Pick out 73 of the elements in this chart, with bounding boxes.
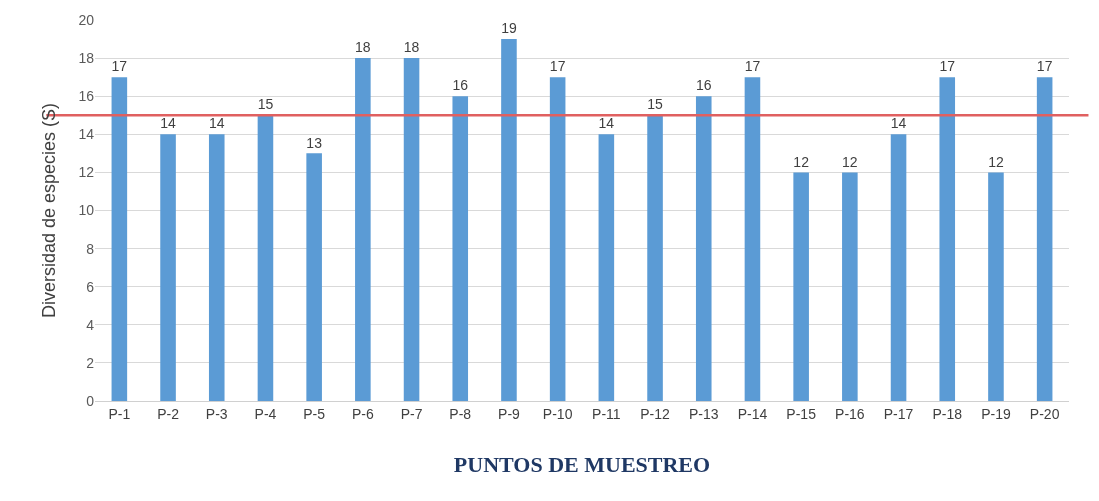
x-tick-label: P-9 <box>498 405 521 422</box>
x-tick-label: P-11 <box>592 405 621 422</box>
x-tick-label: P-13 <box>688 405 719 422</box>
bar <box>160 134 176 401</box>
data-label: 16 <box>452 77 469 94</box>
data-label: 16 <box>695 77 712 94</box>
y-tick-label: 0 <box>86 392 95 409</box>
data-label: 19 <box>501 20 517 37</box>
data-label: 14 <box>890 115 907 132</box>
bar <box>793 172 809 401</box>
data-label: 17 <box>744 58 761 75</box>
bar <box>208 134 225 401</box>
x-axis-title: PUNTOS DE MUESTREO <box>453 451 711 477</box>
x-tick-label: P-6 <box>351 405 374 422</box>
x-tick-label: P-14 <box>737 405 768 422</box>
x-tick-label: P-19 <box>981 405 1011 422</box>
bar <box>647 115 663 401</box>
x-tick-label: P-18 <box>932 405 963 422</box>
bar <box>403 58 420 401</box>
y-tick-label: 12 <box>78 164 95 181</box>
bar <box>890 134 907 401</box>
y-tick-label: 20 <box>78 11 95 28</box>
x-tick-label: P-2 <box>157 405 180 422</box>
x-tick-label: P-12 <box>640 405 671 422</box>
bar <box>695 96 712 401</box>
bar <box>598 134 615 401</box>
bar <box>452 96 469 401</box>
bar <box>306 153 322 401</box>
data-label: 12 <box>988 153 1004 170</box>
data-label: 13 <box>306 134 323 151</box>
x-tick-label: P-8 <box>449 405 472 422</box>
x-tick-label: P-15 <box>786 405 817 422</box>
x-tick-label: P-20 <box>1029 405 1060 422</box>
data-label: 17 <box>111 58 128 75</box>
x-tick-label: P-17 <box>883 405 914 422</box>
bar <box>257 115 274 401</box>
x-tick-label: P-3 <box>205 405 228 422</box>
y-tick-label: 10 <box>78 202 95 219</box>
data-label: 17 <box>549 58 566 75</box>
bar <box>1036 77 1053 401</box>
bar <box>939 77 956 401</box>
data-label: 14 <box>598 115 615 132</box>
data-label: 14 <box>160 115 177 132</box>
x-tick-label: P-10 <box>542 405 573 422</box>
data-label: 18 <box>355 39 371 56</box>
data-label: 12 <box>793 153 810 170</box>
y-tick-label: 16 <box>78 88 95 105</box>
y-tick-label: 6 <box>86 278 95 295</box>
data-label: 14 <box>208 115 225 132</box>
data-label: 15 <box>647 96 664 113</box>
x-tick-label: P-7 <box>400 405 423 422</box>
bar <box>744 77 761 401</box>
bar <box>501 39 517 401</box>
y-axis-title: Diversidad de especies (S) <box>38 102 59 319</box>
y-tick-label: 2 <box>86 354 95 371</box>
bar <box>842 172 858 401</box>
x-tick-label: P-1 <box>108 405 131 422</box>
data-label: 12 <box>842 153 858 170</box>
data-label: 18 <box>403 39 420 56</box>
y-tick-label: 4 <box>86 316 95 333</box>
x-tick-label: P-5 <box>303 405 326 422</box>
y-tick-label: 8 <box>86 240 95 257</box>
data-label: 17 <box>1036 58 1053 75</box>
x-tick-label: P-16 <box>835 405 865 422</box>
bar <box>549 77 566 401</box>
bar <box>355 58 371 401</box>
bar <box>111 77 128 401</box>
data-label: 15 <box>257 96 274 113</box>
y-tick-label: 14 <box>78 126 95 143</box>
x-tick-label: P-4 <box>254 405 277 422</box>
data-label: 17 <box>939 58 956 75</box>
bar <box>988 172 1004 401</box>
y-tick-label: 18 <box>78 50 95 66</box>
